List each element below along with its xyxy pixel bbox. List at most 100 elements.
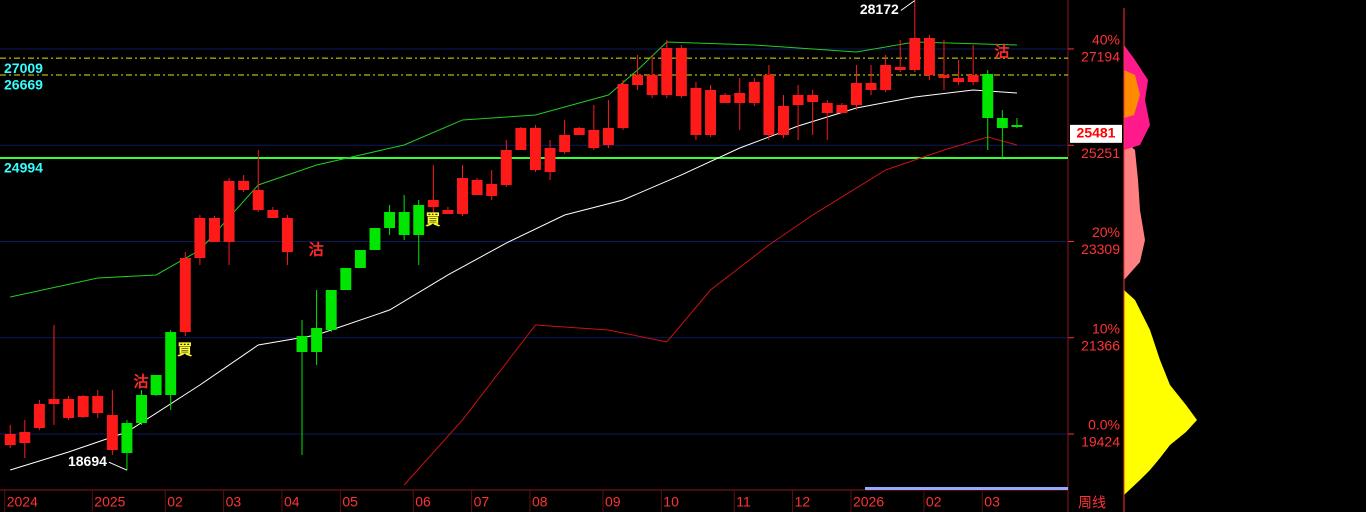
candle-body bbox=[296, 335, 308, 352]
y-tick-percent: 10% bbox=[1092, 320, 1120, 336]
candle-body bbox=[500, 150, 512, 185]
candle-body bbox=[573, 128, 585, 135]
candle-body bbox=[588, 129, 600, 149]
candle-body bbox=[661, 48, 673, 95]
y-tick-label: 25251 bbox=[1081, 145, 1120, 161]
x-tick-label: 2024 bbox=[7, 494, 38, 510]
x-tick-label: 02 bbox=[926, 494, 942, 510]
candle-body bbox=[675, 48, 687, 96]
x-tick-label: 07 bbox=[474, 494, 490, 510]
candle-body bbox=[369, 228, 381, 251]
volume-profile bbox=[1123, 8, 1197, 512]
candle-body bbox=[748, 82, 760, 103]
candle-body bbox=[48, 399, 60, 405]
candle-body bbox=[311, 328, 323, 352]
candle-body bbox=[559, 134, 571, 152]
candle-body bbox=[354, 250, 366, 268]
candle-body bbox=[136, 395, 147, 424]
candle-body bbox=[778, 105, 789, 135]
candle-body bbox=[106, 415, 118, 451]
x-tick-label: 02 bbox=[167, 494, 183, 510]
candle-body bbox=[602, 128, 614, 145]
x-tick-label: 12 bbox=[795, 494, 811, 510]
candle-body bbox=[19, 432, 31, 444]
y-tick-label: 21366 bbox=[1081, 337, 1120, 353]
candle-body bbox=[967, 74, 979, 83]
profile-pink bbox=[1124, 140, 1145, 280]
candle-body bbox=[63, 399, 75, 418]
candle-body bbox=[544, 148, 556, 173]
signal-label: 沽 bbox=[994, 42, 1009, 60]
candle-body bbox=[865, 83, 877, 90]
y-tick-label: 23309 bbox=[1081, 241, 1120, 257]
candle-body bbox=[734, 93, 746, 103]
candle-body bbox=[705, 89, 717, 135]
candle-body bbox=[836, 105, 848, 113]
level-label: 24994 bbox=[4, 160, 43, 176]
candle-body bbox=[223, 180, 235, 242]
level-label: 27009 bbox=[4, 60, 43, 76]
candle-body bbox=[632, 74, 644, 85]
candle-body bbox=[77, 395, 89, 418]
signal-label: 沽 bbox=[309, 241, 324, 259]
signal-label: 買 bbox=[425, 210, 440, 228]
candle-body bbox=[996, 117, 1008, 129]
candle-body bbox=[238, 180, 250, 190]
candle-body bbox=[923, 38, 935, 75]
candle-body bbox=[427, 200, 439, 207]
candle-body bbox=[690, 88, 702, 135]
high-annotation: 28172 bbox=[860, 1, 899, 17]
candle-body bbox=[179, 257, 191, 333]
scrollbar bbox=[865, 487, 1068, 490]
candle-body bbox=[281, 217, 293, 252]
indicator-line bbox=[10, 89, 1017, 471]
x-tick-label: 09 bbox=[605, 494, 621, 510]
y-tick-percent: 0.0% bbox=[1088, 417, 1120, 433]
x-tick-label: 03 bbox=[984, 494, 1000, 510]
low-annotation: 18694 bbox=[68, 453, 107, 469]
candle-body bbox=[457, 178, 468, 214]
x-tick-label: 06 bbox=[415, 494, 431, 510]
candle-body bbox=[1011, 124, 1023, 128]
y-tick-label: 27194 bbox=[1081, 49, 1120, 65]
x-tick-label: 08 bbox=[532, 494, 548, 510]
period-label: 周线 bbox=[1078, 495, 1106, 511]
x-tick-label: 05 bbox=[342, 494, 358, 510]
candle-body bbox=[646, 74, 658, 95]
candle-body bbox=[267, 210, 279, 218]
candle-body bbox=[121, 423, 133, 453]
last-price-box bbox=[1070, 124, 1122, 143]
candle-body bbox=[792, 94, 804, 106]
candle-body bbox=[850, 83, 862, 106]
candle-body bbox=[471, 179, 483, 195]
y-tick-label: 19424 bbox=[1081, 434, 1120, 450]
x-tick-label: 11 bbox=[736, 494, 751, 510]
y-tick-percent: 20% bbox=[1092, 224, 1120, 240]
candle-body bbox=[413, 205, 425, 235]
candle-body bbox=[529, 128, 541, 170]
candle-body bbox=[398, 211, 410, 235]
candle-body bbox=[982, 73, 994, 118]
x-tick-label: 03 bbox=[226, 494, 242, 510]
candle-body bbox=[719, 94, 731, 103]
x-tick-label: 2026 bbox=[853, 494, 884, 510]
candle-body bbox=[340, 267, 352, 290]
candle-body bbox=[821, 102, 833, 113]
candle-body bbox=[252, 189, 264, 211]
signal-label: 沽 bbox=[134, 373, 149, 391]
annotation-pointer bbox=[900, 0, 916, 11]
candle-body bbox=[938, 74, 950, 78]
candle-body bbox=[617, 83, 629, 129]
candle-body bbox=[442, 210, 454, 214]
indicator-line bbox=[10, 41, 1017, 298]
candle-body bbox=[384, 211, 396, 229]
candle-body bbox=[325, 289, 337, 330]
candle-body bbox=[194, 217, 206, 258]
candle-body bbox=[150, 374, 162, 396]
candle-body bbox=[486, 183, 498, 196]
last-price-label: 25481 bbox=[1077, 125, 1116, 141]
profile-yellow bbox=[1124, 290, 1197, 495]
profile-orange bbox=[1124, 70, 1140, 118]
level-label: 26669 bbox=[4, 77, 43, 93]
candle-body bbox=[807, 94, 819, 102]
